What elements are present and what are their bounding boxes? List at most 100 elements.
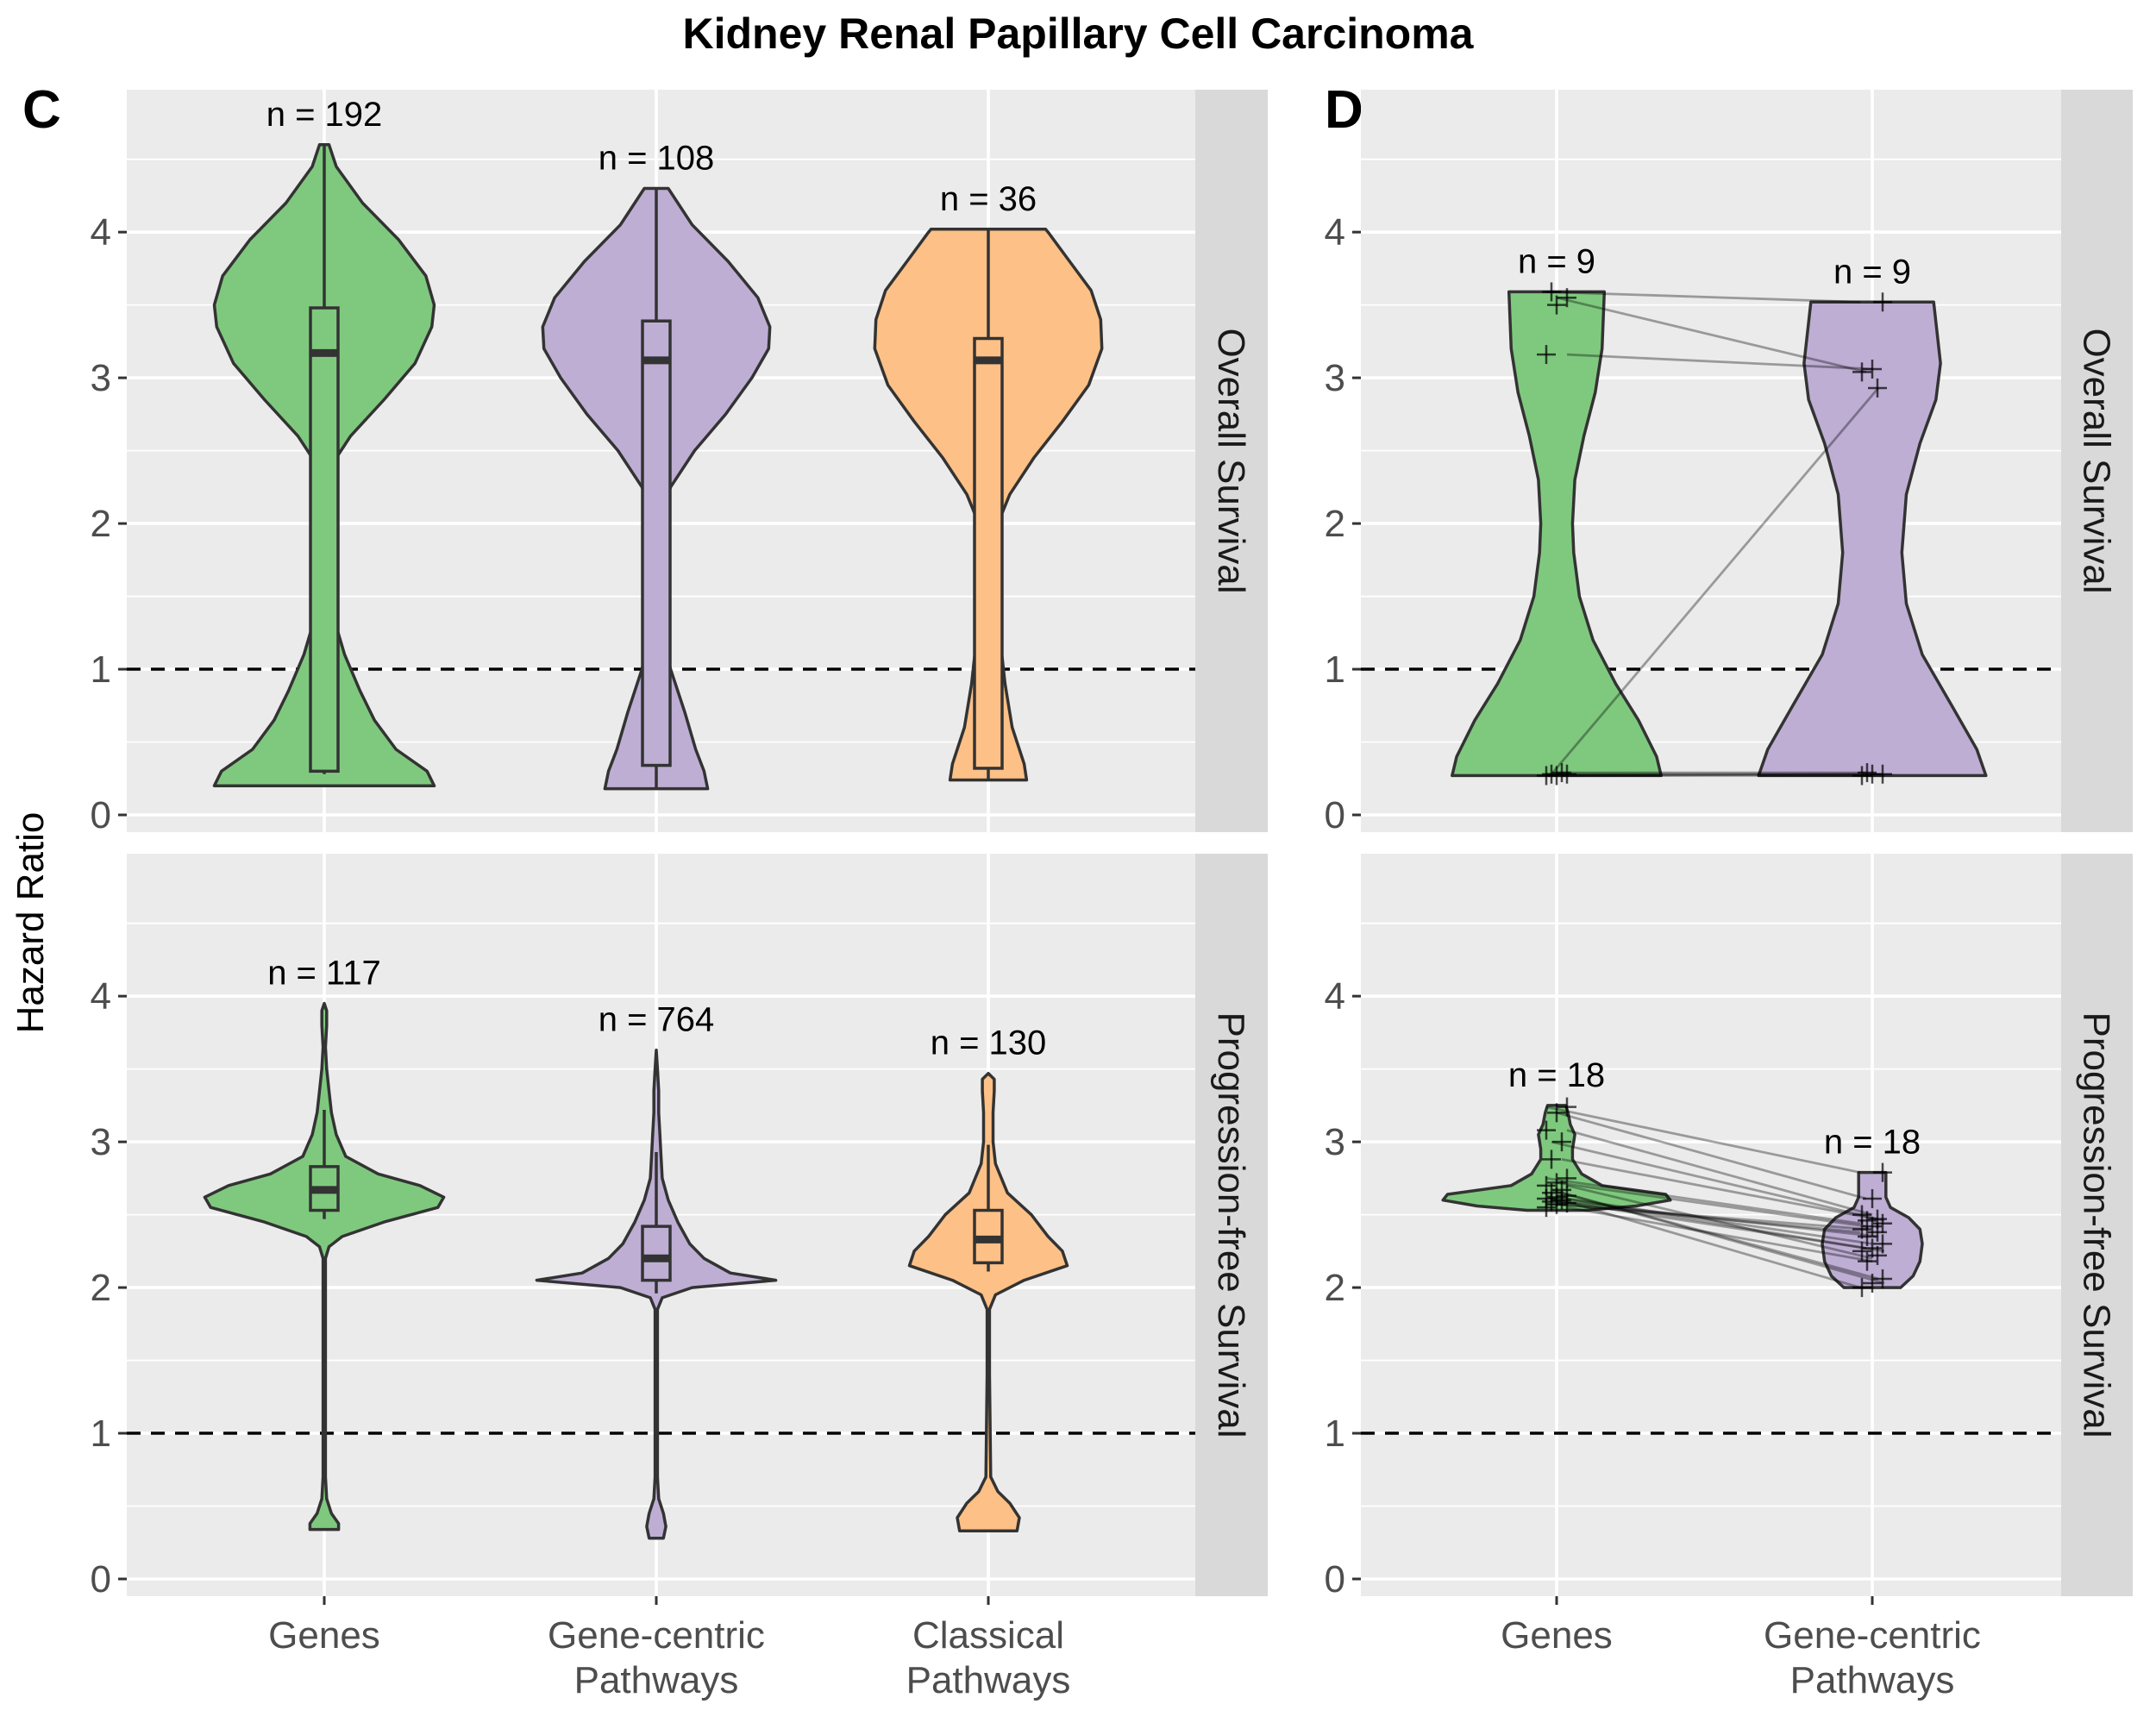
box-iqr (641, 1225, 672, 1282)
pair-line (1561, 1191, 1885, 1285)
data-point (1547, 766, 1566, 786)
box-iqr (973, 336, 1004, 770)
pair-line (1566, 1197, 1873, 1245)
facet-d-overall-survival: 0 1 2 3 4 n = 9 n = 9 Overall Survival (1325, 90, 2133, 836)
n-label: n = 36 (940, 180, 1037, 218)
x-tick-label-genes: Genes (268, 1614, 380, 1657)
x-tick-label-line: Gene-centric (1764, 1614, 1981, 1657)
pair-line (1556, 296, 1867, 373)
n-label: n = 192 (266, 96, 383, 134)
pair-line (1551, 1188, 1879, 1281)
n-label: n = 117 (267, 955, 381, 993)
x-tick-label-line: Genes (1501, 1614, 1613, 1657)
pair-line (1545, 1176, 1861, 1225)
violin-genes (1441, 1104, 1672, 1212)
data-point (1868, 378, 1887, 398)
data-point (1542, 764, 1561, 784)
x-tick-label-line: Pathways (574, 1659, 739, 1701)
data-point (1873, 1269, 1892, 1288)
y-tick-label: 4 (91, 975, 111, 1018)
pair-line (1556, 1195, 1867, 1250)
y-axis-label: Hazard Ratio (9, 812, 52, 1034)
pair-line (1561, 1200, 1885, 1253)
violin-classical-pathways (907, 1071, 1069, 1532)
y-tick-label: 4 (1325, 211, 1345, 254)
pair-line (1545, 1106, 1861, 1174)
data-point (1852, 766, 1871, 786)
data-point (1557, 1097, 1576, 1117)
x-tick-label-line: Genes (268, 1614, 380, 1657)
data-point (1852, 1278, 1871, 1298)
y-tick-label: 3 (1325, 357, 1345, 399)
panel-tag-d: D (1325, 80, 1363, 140)
pair-line (1566, 1206, 1873, 1263)
facet-c-overall-survival: 0 1 2 3 4 n = 192 n = 108 n = 36 Overall Surviva… (91, 90, 1268, 836)
y-tick-label: 3 (91, 357, 111, 399)
y-tick-label: 2 (1325, 1267, 1345, 1309)
y-tick-label: 0 (91, 1558, 111, 1601)
n-label: n = 764 (599, 1001, 715, 1039)
n-label: n = 9 (1518, 242, 1595, 280)
y-tick-label: 1 (91, 1413, 111, 1455)
panel-background (1361, 854, 2061, 1596)
data-point (1873, 764, 1892, 784)
pair-line (1551, 1199, 1879, 1238)
strip-background (2061, 90, 2133, 832)
strip-label: Progression-free Survival (1210, 1012, 1252, 1438)
data-point (1873, 1234, 1892, 1254)
pair-line (1561, 1158, 1885, 1222)
y-tick-label: 4 (1325, 975, 1345, 1018)
x-tick-label-classical-pathways: Classical Pathways (906, 1614, 1071, 1701)
y-tick-label: 1 (1325, 1413, 1345, 1455)
x-tick-label-genes: Genes (1501, 1614, 1613, 1657)
y-tick-label: 1 (91, 648, 111, 691)
strip-label: Progression-free Survival (2076, 1012, 2118, 1438)
x-tick-label-line: Gene-centric (548, 1614, 765, 1657)
pair-line (1551, 1140, 1879, 1221)
box-iqr (309, 306, 340, 774)
facet-c-progression-free-survival: 0 1 2 3 4 n = 117 n = 764 n = 130 Progression-fr… (91, 854, 1268, 1701)
x-tick-label-line: Classical (912, 1614, 1064, 1657)
pair-line (1556, 1181, 1867, 1228)
data-point (1858, 1251, 1877, 1271)
plot-area: 0 1 2 3 4 n = 192 n = 108 n = 36 Overall Surviva… (91, 90, 2133, 1701)
pair-line (1566, 1129, 1873, 1216)
box-iqr (641, 319, 672, 767)
x-tick-label-line: Pathways (906, 1659, 1071, 1701)
data-point (1547, 295, 1566, 315)
data-point (1547, 1103, 1566, 1123)
y-tick-label: 3 (1325, 1121, 1345, 1163)
data-point (1863, 1274, 1882, 1294)
data-point (1537, 345, 1556, 365)
y-tick-label: 1 (1325, 648, 1345, 691)
y-tick-label: 2 (1325, 503, 1345, 545)
strip-label: Overall Survival (2076, 328, 2118, 593)
data-point (1863, 1238, 1882, 1258)
n-label: n = 108 (599, 139, 715, 177)
y-tick-label: 3 (91, 1121, 111, 1163)
data-point (1537, 1120, 1556, 1140)
pair-line (1566, 773, 1873, 777)
y-tick-label: 0 (91, 794, 111, 836)
x-tick-label-line: Pathways (1790, 1659, 1955, 1701)
data-point (1863, 359, 1882, 379)
data-point (1873, 292, 1892, 312)
data-point (1868, 1209, 1887, 1229)
data-point (1557, 1168, 1576, 1188)
strip-background (1195, 90, 1268, 832)
data-point (1547, 1173, 1566, 1193)
n-label: n = 18 (1824, 1124, 1921, 1162)
pair-line (1550, 387, 1880, 775)
y-tick-label: 0 (1325, 1558, 1345, 1601)
pair-line (1545, 1194, 1861, 1289)
violin-genes (203, 1001, 446, 1532)
data-point (1552, 763, 1571, 783)
y-tick-label: 0 (1325, 794, 1345, 836)
facet-d-progression-free-survival: 0 1 2 3 4 n = 18 n = 18 Progression-free Surviv… (1325, 854, 2133, 1701)
panel-tag-c: C (22, 80, 61, 140)
pair-line (1566, 1184, 1873, 1260)
data-point (1852, 1205, 1871, 1225)
y-tick-label: 4 (91, 211, 111, 254)
